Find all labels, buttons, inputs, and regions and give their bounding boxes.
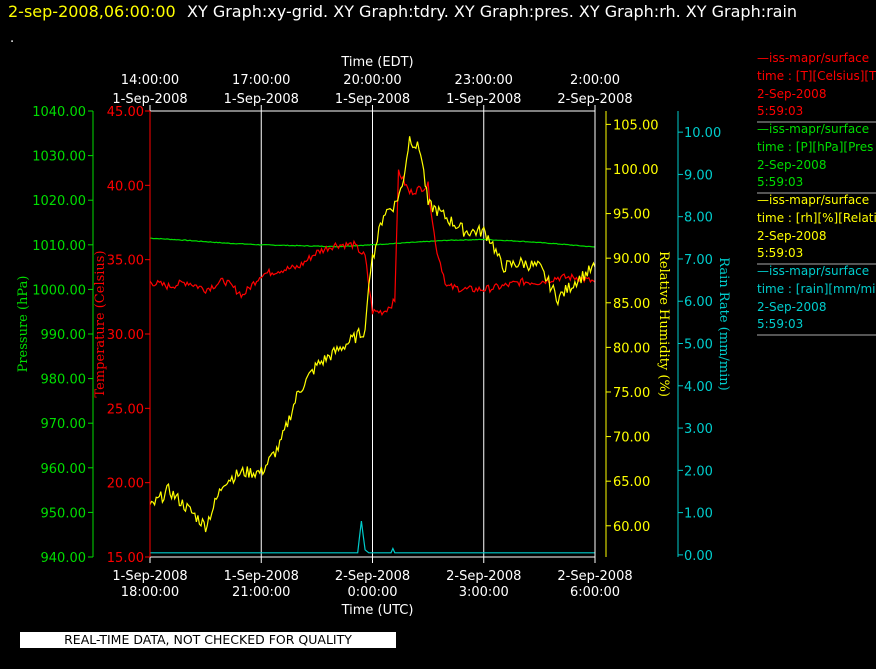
rain-axis-tick-label: 6.00	[684, 295, 713, 310]
humidity-axis-tick-label: 65.00	[613, 475, 650, 490]
legend-description: time : [P][hPa][Pres	[757, 140, 873, 154]
pressure-axis-tick-label: 1000.00	[32, 283, 86, 298]
rain-axis-tick-label: 7.00	[684, 253, 713, 268]
legend-date: 2-Sep-2008	[757, 87, 826, 101]
pressure-axis-tick-label: 1010.00	[32, 239, 86, 254]
temperature-axis-tick-label: 20.00	[107, 477, 144, 492]
top-axis-tick-label: 1-Sep-2008	[112, 92, 187, 107]
pressure-axis-tick-label: 1030.00	[32, 150, 86, 165]
top-axis-tick-label: 2-Sep-2008	[557, 92, 632, 107]
humidity-axis-tick-label: 80.00	[613, 341, 650, 356]
bottom-axis-tick-label: 1-Sep-2008	[112, 569, 187, 584]
bottom-axis-tick-label: 2-Sep-2008	[335, 569, 410, 584]
grid-lines	[260, 111, 485, 557]
pressure-series-line	[149, 237, 596, 248]
bottom-axis-tick-label: 18:00:00	[121, 585, 179, 600]
legend-source: —iss-mapr/surface	[757, 122, 869, 136]
top-axis-tick-label: 14:00:00	[121, 73, 179, 88]
temperature-axis-tick-label: 25.00	[107, 402, 144, 417]
humidity-axis-tick-label: 75.00	[613, 386, 650, 401]
rain-axis-tick-label: 5.00	[684, 338, 713, 353]
top-axis-title: Time (EDT)	[340, 55, 413, 70]
bottom-axis-title: Time (UTC)	[341, 603, 414, 618]
legend-description: time : [rain][mm/min	[757, 282, 876, 296]
legend-time: 5:59:03	[757, 175, 803, 189]
humidity-axis-title: Relative Humidity (%)	[656, 251, 671, 397]
legend-description: time : [rh][%][Relati	[757, 211, 876, 225]
humidity-axis-tick-label: 85.00	[613, 297, 650, 312]
legend-date: 2-Sep-2008	[757, 229, 826, 243]
header-dot: .	[10, 31, 15, 46]
rain-axis-tick-label: 8.00	[684, 211, 713, 226]
humidity-series-line	[149, 136, 596, 533]
humidity-axis-tick-label: 70.00	[613, 431, 650, 446]
top-axis-tick-label: 2:00:00	[570, 73, 620, 88]
legend-time: 5:59:03	[757, 104, 803, 118]
pressure-axis-title: Pressure (hPa)	[16, 276, 31, 373]
top-axis-tick-label: 20:00:00	[343, 73, 401, 88]
legend-source: —iss-mapr/surface	[757, 51, 869, 65]
quality-notice: REAL-TIME DATA, NOT CHECKED FOR QUALITY	[20, 632, 396, 648]
rain-axis-tick-label: 9.00	[684, 168, 713, 183]
bottom-axis-tick-label: 2-Sep-2008	[557, 569, 632, 584]
pressure-axis-tick-label: 1040.00	[32, 105, 86, 120]
bottom-axis-tick-label: 1-Sep-2008	[224, 569, 299, 584]
legend-description: time : [T][Celsius][T	[757, 69, 876, 83]
bottom-axis-tick-label: 6:00:00	[570, 585, 620, 600]
pressure-axis-tick-label: 950.00	[41, 506, 87, 521]
series-layer	[149, 136, 596, 554]
pressure-axis-tick-label: 1020.00	[32, 194, 86, 209]
temperature-series-line	[149, 169, 596, 317]
header-date: 2-sep-2008,06:00:00	[8, 2, 176, 21]
humidity-axis-tick-label: 90.00	[613, 252, 650, 267]
temperature-axis-tick-label: 30.00	[107, 328, 144, 343]
bottom-axis-tick-label: 2-Sep-2008	[446, 569, 521, 584]
legend-source: —iss-mapr/surface	[757, 193, 869, 207]
pressure-axis-tick-label: 990.00	[41, 328, 87, 343]
pressure-axis-tick-label: 960.00	[41, 462, 87, 477]
temperature-axis-title: Temperature (Celsius)	[93, 250, 108, 397]
rain-axis-tick-label: 2.00	[684, 464, 713, 479]
temperature-axis-tick-label: 40.00	[107, 179, 144, 194]
header-graph-list: XY Graph:xy-grid. XY Graph:tdry. XY Grap…	[187, 2, 798, 21]
legend-date: 2-Sep-2008	[757, 158, 826, 172]
pressure-axis-tick-label: 940.00	[41, 551, 87, 566]
legend-time: 5:59:03	[757, 317, 803, 331]
bottom-axis-tick-label: 3:00:00	[459, 585, 509, 600]
axes-layer: 14:00:00 1-Sep-2008 17:00:00 1-Sep-2008 20:0…	[16, 55, 731, 618]
humidity-axis-tick-label: 95.00	[613, 208, 650, 223]
rain-axis-tick-label: 4.00	[684, 380, 713, 395]
top-axis-tick-label: 17:00:00	[232, 73, 290, 88]
bottom-axis-tick-label: 0:00:00	[347, 585, 397, 600]
rain-axis-tick-label: 1.00	[684, 507, 713, 522]
temperature-axis-tick-label: 45.00	[107, 105, 144, 120]
rain-series-line	[150, 521, 595, 554]
bottom-axis-tick-label: 21:00:00	[232, 585, 290, 600]
legend-source: —iss-mapr/surface	[757, 264, 869, 278]
pressure-axis-tick-label: 970.00	[41, 417, 87, 432]
rain-axis-tick-label: 3.00	[684, 422, 713, 437]
temperature-axis-tick-label: 15.00	[107, 551, 144, 566]
top-axis-tick-label: 1-Sep-2008	[335, 92, 410, 107]
rain-axis-tick-label: 0.00	[684, 549, 713, 564]
top-axis-tick-label: 1-Sep-2008	[446, 92, 521, 107]
legend-time: 5:59:03	[757, 246, 803, 260]
top-axis-tick-label: 1-Sep-2008	[224, 92, 299, 107]
humidity-axis-tick-label: 105.00	[613, 118, 659, 133]
humidity-axis-tick-label: 60.00	[613, 520, 650, 535]
legend: —iss-mapr/surface time : [T][Celsius][T 2-…	[757, 51, 876, 336]
temperature-axis-tick-label: 35.00	[107, 254, 144, 269]
rain-axis-tick-label: 10.00	[684, 126, 721, 141]
top-axis-tick-label: 23:00:00	[455, 73, 513, 88]
legend-date: 2-Sep-2008	[757, 300, 826, 314]
pressure-axis-tick-label: 980.00	[41, 373, 87, 388]
rain-axis-title: Rain Rate (mm/min)	[716, 257, 731, 390]
humidity-axis-tick-label: 100.00	[613, 163, 659, 178]
